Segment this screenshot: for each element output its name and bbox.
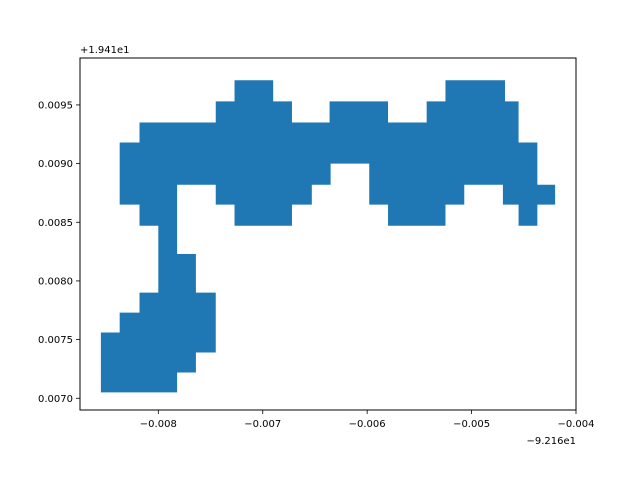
x-offset-label: −9.216e1 [526, 436, 576, 447]
plot-area [100, 80, 556, 393]
axes-frame [79, 57, 577, 411]
y-tick-label: 0.0090 [38, 159, 73, 170]
x-axis: −0.008 −0.007 −0.006 −0.005 −0.004 [140, 410, 595, 430]
x-tick-label: −0.006 [349, 419, 386, 430]
y-tick-label: 0.0080 [38, 276, 73, 287]
filled-region [100, 80, 556, 393]
y-tick-label: 0.0085 [38, 218, 73, 229]
x-tick-label: −0.008 [140, 419, 177, 430]
x-tick-label: −0.007 [244, 419, 281, 430]
x-tick-label: −0.005 [453, 419, 490, 430]
y-tick-label: 0.0070 [38, 394, 73, 405]
y-tick-label: 0.0075 [38, 335, 73, 346]
x-tick-label: −0.004 [557, 419, 594, 430]
y-axis: 0.0070 0.0075 0.0080 0.0085 0.0090 0.0095 [38, 100, 80, 405]
y-offset-label: +1.941e1 [80, 45, 130, 56]
y-tick-label: 0.0095 [38, 100, 73, 111]
